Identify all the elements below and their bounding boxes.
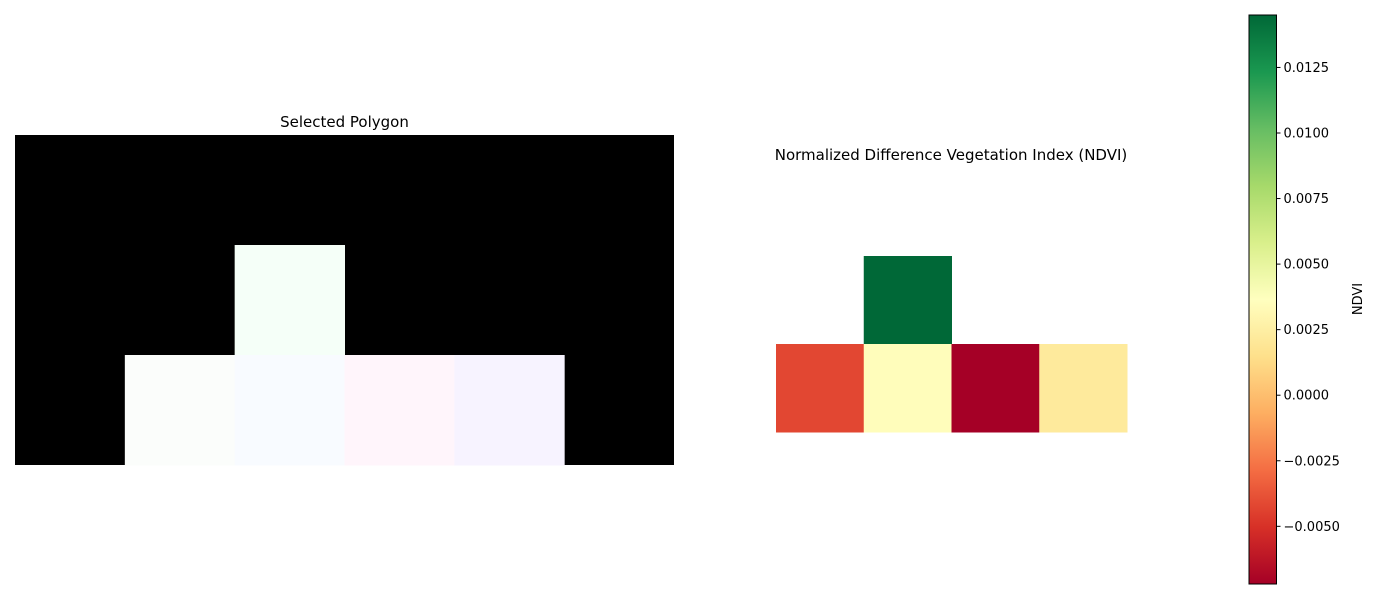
selected-polygon-title: Selected Polygon — [280, 113, 409, 131]
ndvi-cell — [951, 344, 1040, 433]
colorbar-tick-label: 0.0125 — [1284, 61, 1330, 76]
colorbar-tick-label: −0.0025 — [1284, 454, 1340, 469]
polygon-cell — [344, 355, 455, 466]
ndvi-image — [776, 256, 1128, 433]
polygon-cell — [234, 355, 345, 466]
colorbar-label: NDVI — [1351, 283, 1366, 315]
polygon-cell — [124, 355, 236, 466]
ndvi-cell — [776, 344, 865, 433]
colorbar-tick-label: 0.0025 — [1284, 323, 1330, 338]
colorbar-tick-label: 0.0075 — [1284, 192, 1330, 207]
colorbar-tick-label: 0.0000 — [1284, 389, 1330, 404]
colorbar-gradient — [1248, 14, 1277, 585]
ndvi-cell — [1039, 344, 1128, 433]
ndvi-title: Normalized Difference Vegetation Index (… — [775, 146, 1128, 164]
ndvi-cell — [863, 344, 952, 433]
colorbar-ticks: −0.0050 −0.0025 0.0000 0.0025 0.0050 0.0075 0.… — [1276, 61, 1340, 535]
ndvi-colorbar: −0.0050 −0.0025 0.0000 0.0025 0.0050 0.0075 0.… — [1248, 14, 1366, 585]
selected-polygon-panel: Selected Polygon — [15, 113, 674, 466]
ndvi-panel: Normalized Difference Vegetation Index (… — [775, 146, 1128, 433]
colorbar-tick-label: −0.0050 — [1284, 520, 1340, 535]
polygon-cell — [234, 245, 345, 356]
selected-polygon-image — [15, 135, 674, 466]
colorbar-tick-label: 0.0050 — [1284, 258, 1330, 273]
ndvi-cell — [863, 256, 952, 345]
polygon-cell — [454, 355, 565, 466]
colorbar-tick-label: 0.0100 — [1284, 126, 1330, 141]
